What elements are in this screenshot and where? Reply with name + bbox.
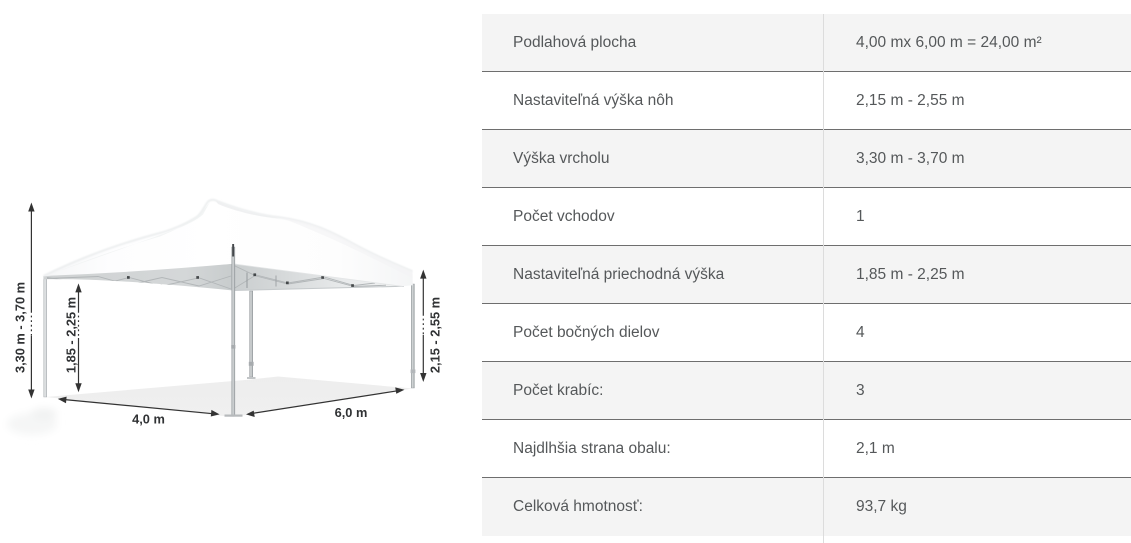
svg-text:6,0 m: 6,0 m <box>335 405 368 420</box>
svg-text:2,15 - 2,55 m: 2,15 - 2,55 m <box>428 297 443 373</box>
svg-text:4,0 m: 4,0 m <box>132 412 165 427</box>
svg-text:1,85 - 2,25 m: 1,85 - 2,25 m <box>64 297 79 373</box>
svg-text:3,30 m - 3,70 m: 3,30 m - 3,70 m <box>13 282 28 373</box>
